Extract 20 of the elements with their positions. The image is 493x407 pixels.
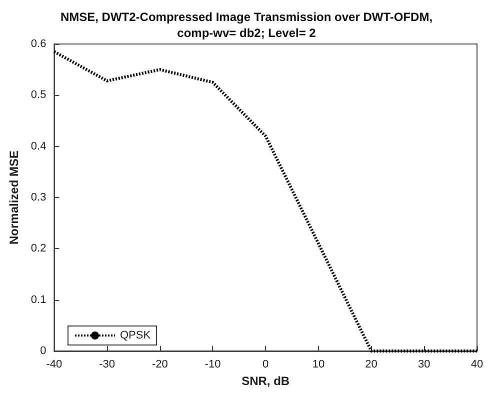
y-tick-label: 0.1: [30, 294, 46, 306]
x-tick-label: -40: [46, 358, 62, 370]
x-tick-label: -10: [204, 358, 221, 370]
x-tick-label: 40: [470, 358, 484, 370]
x-tick-label: 0: [262, 358, 269, 370]
y-tick-label: 0: [40, 345, 46, 357]
y-tick-label: 0.2: [30, 242, 46, 255]
x-axis-title: SNR, dB: [242, 374, 290, 388]
x-tick-label: 10: [312, 358, 325, 370]
y-tick-label: 0.5: [30, 89, 46, 102]
x-tick-label: 20: [365, 358, 378, 370]
x-tick-label: -20: [152, 358, 168, 370]
legend-label: QPSK: [120, 330, 152, 342]
y-axis-title: Normalized MSE: [7, 150, 21, 245]
y-tick-label: 0.4: [30, 140, 46, 152]
y-tick-label: 0.6: [30, 38, 46, 50]
y-tick-label: 0.3: [30, 192, 46, 204]
chart-title: NMSE, DWT2-Compressed Image Transmission over DWT-OFDM, comp-wv= db2; Level= 2: [60, 10, 433, 40]
x-tick-label: 30: [418, 358, 430, 370]
x-tick-label: -30: [99, 358, 115, 370]
